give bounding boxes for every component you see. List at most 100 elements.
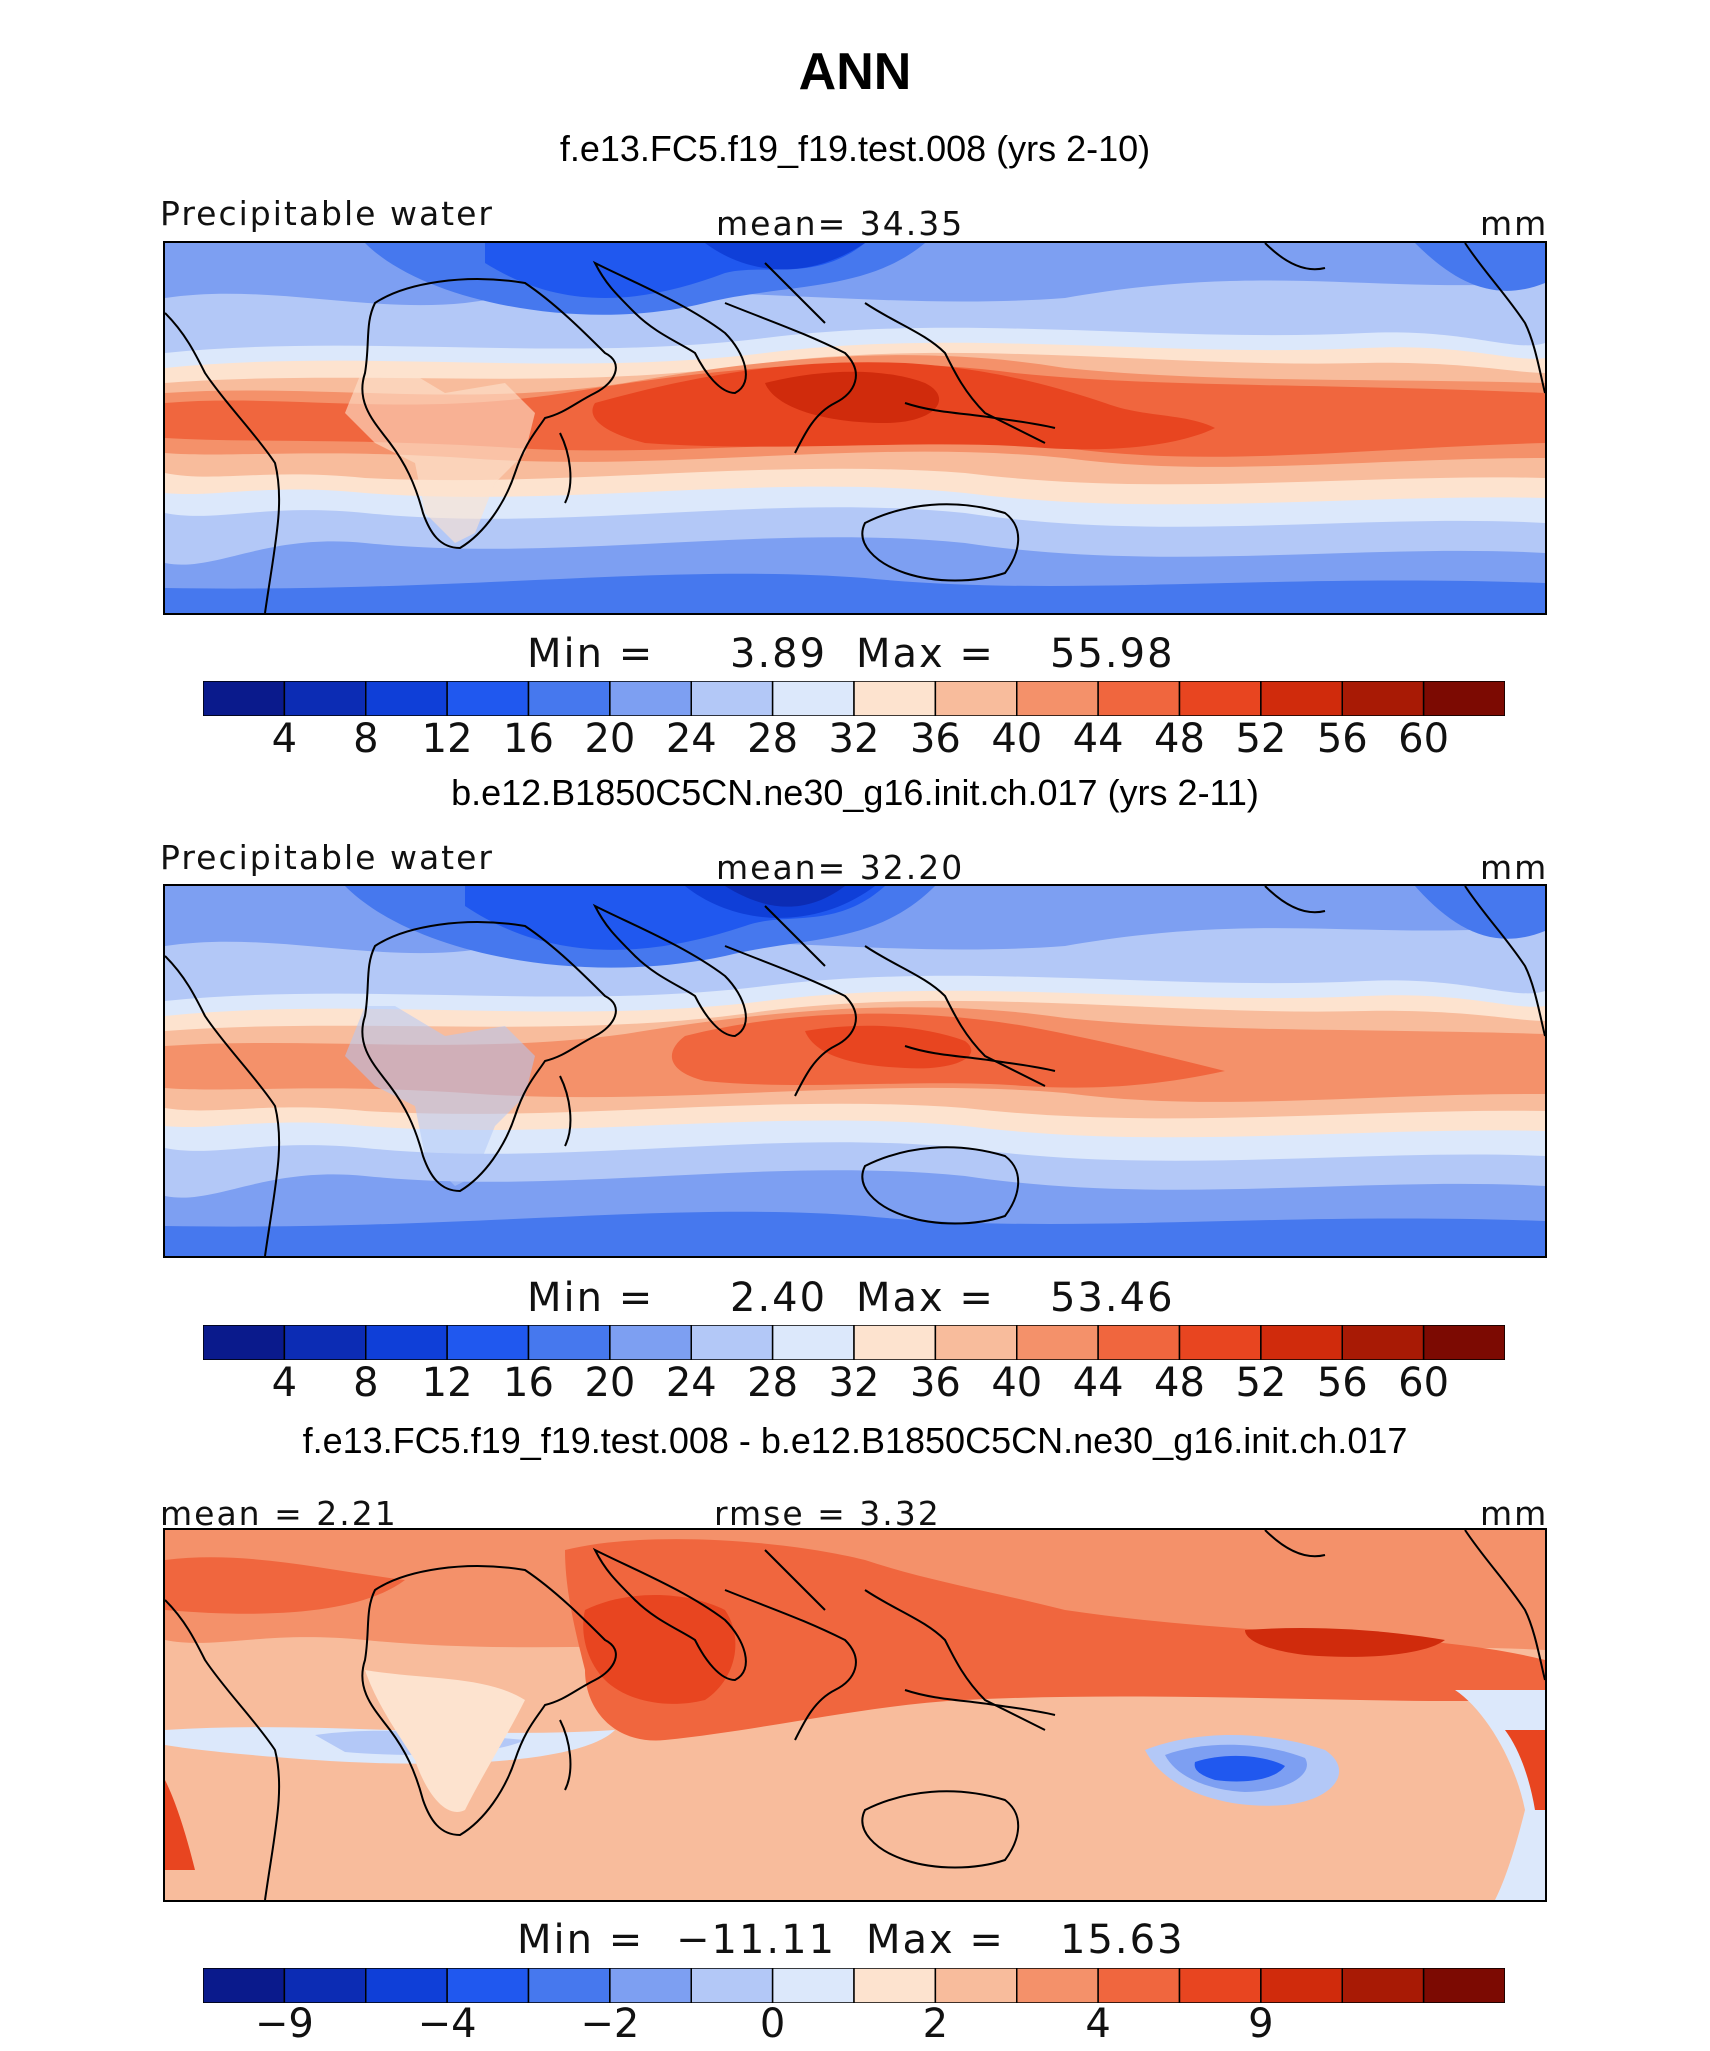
colorbar-tick-label: 20 xyxy=(584,716,636,762)
colorbar-swatch xyxy=(1260,1324,1344,1361)
colorbar-tick-label: 32 xyxy=(828,716,880,762)
colorbar-swatch xyxy=(1178,1967,1262,2004)
panel-2-subtitle: b.e12.B1850C5CN.ne30_g16.init.ch.017 (yr… xyxy=(451,772,1259,813)
colorbar-swatch xyxy=(934,680,1018,717)
colorbar-swatch xyxy=(365,1324,448,1361)
panel-1-subtitle: f.e13.FC5.f19_f19.test.008 (yrs 2-10) xyxy=(559,128,1151,169)
colorbar-tick-label: 36 xyxy=(909,716,961,762)
colorbar-tick-label: 16 xyxy=(503,1360,554,1406)
colorbar-swatch xyxy=(609,1324,693,1361)
colorbar-swatch xyxy=(609,680,693,717)
panel-2-min-label: Min = xyxy=(527,1275,655,1321)
colorbar-tick-label: −9 xyxy=(254,2001,314,2047)
panel-1-field xyxy=(165,243,1545,613)
panel-3-mean-label: mean = 2.21 xyxy=(160,1494,398,1533)
colorbar-swatch xyxy=(446,1967,530,2004)
panel-1-colorbar-ticks: 4 8 12 16 20 24 28 32 36 40 44 48 52 56 60 xyxy=(203,716,1505,766)
colorbar-tick-label: 8 xyxy=(353,1360,379,1406)
panel-2-max-label: Max = xyxy=(856,1275,995,1321)
colorbar-tick-label: 40 xyxy=(991,1360,1043,1406)
colorbar-swatch xyxy=(446,680,530,717)
colorbar-swatch xyxy=(1422,1324,1506,1361)
colorbar-tick-label: 60 xyxy=(1398,1360,1450,1406)
panel-2-colorbar xyxy=(202,1324,1506,1361)
colorbar-swatch xyxy=(690,680,774,717)
colorbar-swatch xyxy=(771,680,855,717)
panel-3-max-value: 15.63 xyxy=(1060,1917,1185,1963)
colorbar-tick-label: 44 xyxy=(1072,1360,1124,1406)
panel-1-units-label: mm xyxy=(1480,204,1549,243)
colorbar-tick-label: 48 xyxy=(1154,1360,1205,1406)
colorbar-swatch xyxy=(934,1967,1018,2004)
panel-3-colorbar xyxy=(202,1967,1506,2004)
panel-2-max-value: 53.46 xyxy=(1050,1275,1175,1321)
panel-3-colorbar-ticks: −9 −4 −2 0 2 4 9 xyxy=(203,2001,1505,2051)
colorbar-tick-label: 32 xyxy=(828,1360,880,1406)
colorbar-tick-label: 9 xyxy=(1248,2001,1274,2047)
panel-2-colorbar-ticks: 4 8 12 16 20 24 28 32 36 40 44 48 52 56 60 xyxy=(203,1360,1505,1410)
colorbar-tick-label: 4 xyxy=(1085,2001,1111,2047)
panel-2-map xyxy=(163,884,1547,1258)
colorbar-tick-label: 36 xyxy=(909,1360,961,1406)
panel-1-map xyxy=(163,241,1547,615)
colorbar-tick-label: 28 xyxy=(747,716,799,762)
colorbar-tick-label: 56 xyxy=(1316,716,1368,762)
colorbar-swatch xyxy=(1178,1324,1262,1361)
colorbar-swatch xyxy=(202,1967,286,2004)
colorbar-swatch xyxy=(527,1967,611,2004)
colorbar-swatch xyxy=(283,1967,367,2004)
panel-3-subtitle: f.e13.FC5.f19_f19.test.008 - b.e12.B1850… xyxy=(302,1420,1408,1461)
panel-3-field xyxy=(165,1530,1545,1900)
colorbar-tick-label: 60 xyxy=(1398,716,1450,762)
panel-2-units-label: mm xyxy=(1480,848,1549,887)
panel-2-field xyxy=(165,886,1545,1256)
page-title: ANN xyxy=(798,43,912,101)
colorbar-tick-label: 20 xyxy=(584,1360,636,1406)
colorbar-swatch xyxy=(771,1967,855,2004)
colorbar-tick-label: 52 xyxy=(1235,716,1287,762)
colorbar-swatch xyxy=(771,1324,855,1361)
colorbar-swatch xyxy=(690,1967,774,2004)
colorbar-tick-label: 4 xyxy=(271,1360,298,1406)
colorbar-swatch xyxy=(1341,1967,1425,2004)
colorbar-swatch xyxy=(527,680,611,717)
colorbar-tick-label: 24 xyxy=(665,716,717,762)
colorbar-swatch xyxy=(853,680,937,717)
colorbar-tick-label: 56 xyxy=(1316,1360,1368,1406)
colorbar-tick-label: 52 xyxy=(1235,1360,1287,1406)
colorbar-swatch xyxy=(1260,1967,1344,2004)
colorbar-tick-label: 16 xyxy=(503,716,554,762)
colorbar-swatch xyxy=(283,1324,367,1361)
colorbar-swatch xyxy=(283,680,367,717)
panel-1-max-value: 55.98 xyxy=(1050,631,1175,677)
panel-1-mean-label: mean= 34.35 xyxy=(716,204,965,243)
colorbar-tick-label: 24 xyxy=(665,1360,717,1406)
colorbar-swatch xyxy=(202,1324,286,1361)
colorbar-swatch xyxy=(1341,680,1425,717)
panel-1-min-value: 3.89 xyxy=(730,631,828,677)
colorbar-swatch xyxy=(1178,680,1262,717)
colorbar-swatch xyxy=(934,1324,1018,1361)
colorbar-tick-label: 4 xyxy=(271,716,298,762)
colorbar-swatch xyxy=(1260,680,1344,717)
panel-1-colorbar xyxy=(202,680,1506,717)
colorbar-swatch xyxy=(365,680,448,717)
colorbar-tick-label: 2 xyxy=(922,2001,949,2047)
colorbar-tick-label: −2 xyxy=(580,2001,640,2047)
colorbar-swatch xyxy=(365,1967,448,2004)
colorbar-swatch xyxy=(1097,1967,1181,2004)
colorbar-swatch xyxy=(690,1324,774,1361)
panel-1-variable-label: Precipitable water xyxy=(160,194,494,233)
panel-2-min-value: 2.40 xyxy=(730,1275,828,1321)
colorbar-swatch xyxy=(1016,1324,1099,1361)
colorbar-tick-label: −4 xyxy=(417,2001,477,2047)
colorbar-swatch xyxy=(202,680,286,717)
panel-2-mean-label: mean= 32.20 xyxy=(716,848,965,887)
panel-3-units-label: mm xyxy=(1480,1494,1549,1533)
colorbar-swatch xyxy=(853,1967,937,2004)
panel-2-variable-label: Precipitable water xyxy=(160,838,494,877)
panel-3-map xyxy=(163,1528,1547,1902)
panel-3-max-label: Max = xyxy=(866,1917,1005,1963)
colorbar-tick-label: 0 xyxy=(759,2001,786,2047)
colorbar-swatch xyxy=(1097,1324,1181,1361)
